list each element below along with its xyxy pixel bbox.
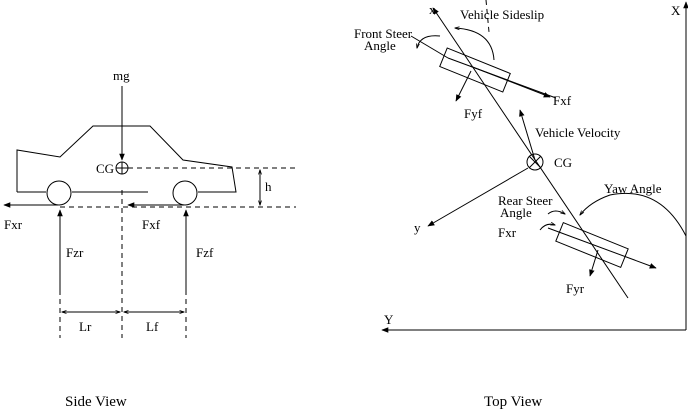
rear-steer-small-arc [539, 224, 555, 231]
side-view: CG mg h Fxr Fxf Fzr Fzf Lr Lf Side View [3, 68, 296, 410]
fxf-top-arrow [469, 65, 551, 98]
side-view-caption: Side View [65, 394, 127, 410]
fxr-label: Fxr [4, 217, 23, 232]
lr-label: Lr [79, 319, 92, 334]
fxr-top-label: Fxr [498, 225, 517, 240]
front-steer-label-line2: Angle [364, 38, 396, 53]
body-y-label: y [414, 220, 421, 235]
top-cg-symbol [526, 153, 544, 171]
vehicle-sideslip-arc [455, 28, 495, 61]
front-wheel [172, 180, 198, 206]
front-wheel-reference-line [410, 35, 449, 59]
yaw-angle-arc [580, 192, 687, 237]
fzr-label: Fzr [66, 245, 84, 260]
vehicle-velocity-arrow [519, 109, 536, 161]
rear-steer-label-line1: Rear Steer [498, 193, 553, 208]
inertial-y-label: Y [384, 312, 394, 327]
body-x-axis [432, 7, 629, 299]
top-cg-label: CG [554, 155, 572, 170]
front-steer-label-line1: Front Steer [354, 26, 413, 41]
body-x-label: x [429, 2, 436, 17]
fyr-label: Fyr [566, 281, 585, 296]
h-label: h [265, 179, 272, 194]
vehicle-velocity-label: Vehicle Velocity [535, 125, 621, 140]
front-steer-arc [417, 35, 441, 48]
fzf-label: Fzf [196, 245, 214, 260]
fxf-top-label: Fxf [553, 93, 572, 108]
rear-steer-label-line2: Angle [500, 205, 532, 220]
fyr-arrow [589, 249, 599, 277]
car-body-outline [16, 125, 237, 193]
fxr-top-arrow [547, 227, 657, 269]
fyf-arrow [455, 70, 472, 102]
cg-label: CG [96, 161, 114, 176]
body-y-axis [427, 167, 529, 227]
fxf-label: Fxf [142, 217, 161, 232]
rear-steer-arc [547, 211, 565, 214]
front-wheel-top [439, 47, 511, 93]
vehicle-sideslip-label: Vehicle Sideslip [460, 7, 544, 22]
rear-wheel [46, 180, 72, 206]
inertial-x-label: X [671, 3, 681, 18]
top-view: X Y x Vehicle Sideslip Front Steer Angle… [354, 0, 688, 410]
cg-symbol [115, 161, 129, 175]
mg-label: mg [113, 68, 130, 83]
lf-label: Lf [146, 319, 159, 334]
top-view-caption: Top View [484, 394, 542, 410]
fyf-label: Fyf [464, 106, 483, 121]
yaw-angle-label: Yaw Angle [604, 181, 662, 196]
